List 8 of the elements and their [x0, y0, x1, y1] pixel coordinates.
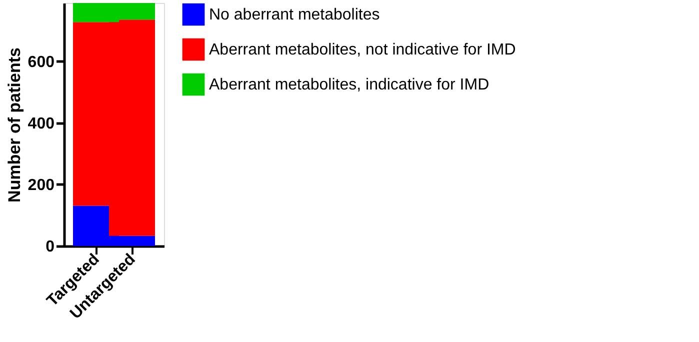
y-tick-label: 400 [28, 115, 55, 132]
legend-label: No aberrant metabolites [209, 6, 380, 24]
y-tick-label: 600 [28, 54, 55, 71]
legend-label: Aberrant metabolites, indicative for IMD [209, 76, 490, 94]
y-tick-label: 200 [28, 176, 55, 194]
legend-label: Aberrant metabolites, not indicative for IMD [209, 42, 516, 58]
y-tick-label: 0 [46, 238, 55, 256]
y-axis-title: Number of patients [4, 48, 24, 202]
